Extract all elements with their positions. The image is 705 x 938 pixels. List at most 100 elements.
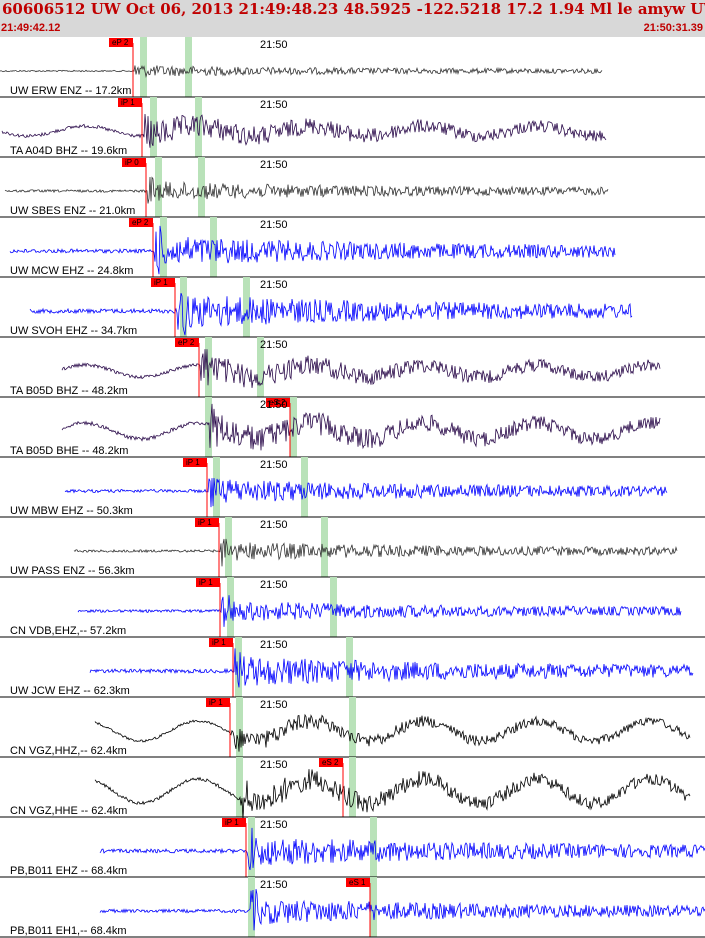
- trace-row[interactable]: iP 1 21:50 TA A04D BHZ -- 19.6km: [0, 97, 705, 158]
- trace-row[interactable]: eP 2 21:50 UW MCW EHZ -- 24.8km: [0, 217, 705, 278]
- p-window-band: [205, 397, 212, 457]
- trace-row[interactable]: iP 1 21:50 UW JCW EHZ -- 62.3km: [0, 637, 705, 698]
- waveform: [77, 595, 682, 627]
- s-window-band: [210, 217, 217, 277]
- pick-flag[interactable]: [118, 98, 142, 107]
- waveform: [89, 648, 694, 688]
- s-window-band: [301, 457, 308, 517]
- pick-flag[interactable]: [209, 638, 233, 647]
- pick-flag[interactable]: [196, 578, 220, 587]
- pick-flag[interactable]: [151, 278, 175, 287]
- pick-flag[interactable]: [175, 338, 199, 347]
- pick-label: eS 2: [269, 398, 286, 407]
- waveform: [64, 477, 668, 508]
- waveform: [9, 225, 616, 275]
- trace-row[interactable]: eP 2 21:50 UW ERW ENZ -- 17.2km: [0, 37, 705, 98]
- s-window-band: [330, 577, 337, 637]
- pick-flag[interactable]: [346, 878, 370, 887]
- trace-row[interactable]: eS 2 21:50 CN VGZ,HHE -- 62.4km: [0, 757, 705, 820]
- trace-row[interactable]: eS 221:50 TA B05D BHE -- 48.2km: [0, 397, 705, 458]
- pick-flag[interactable]: [122, 158, 146, 167]
- pick-label: eS 1: [349, 878, 366, 887]
- station-label: TA A04D BHZ -- 19.6km: [10, 145, 127, 157]
- s-window-band: [321, 517, 328, 577]
- p-window-band: [160, 217, 167, 277]
- time-tick-label: 21:50: [260, 699, 288, 711]
- waveform: [0, 65, 603, 78]
- trace-row[interactable]: iP 1 21:50 UW MBW EHZ -- 50.3km: [0, 457, 705, 518]
- pick-flag[interactable]: [222, 818, 246, 827]
- waveform: [99, 827, 705, 871]
- waveform: [94, 769, 691, 820]
- p-window-band: [225, 517, 232, 577]
- pick-label: eP 2: [132, 218, 149, 227]
- s-window-band: [198, 157, 205, 217]
- pick-label: iP 0: [125, 158, 139, 167]
- trace-row[interactable]: iP 0 21:50 UW SBES ENZ -- 21.0km: [0, 157, 705, 218]
- pick-label: iP 1: [154, 278, 168, 287]
- time-tick-label: 21:50: [260, 99, 288, 111]
- station-label: UW MBW EHZ -- 50.3km: [10, 505, 133, 517]
- pick-label: eP 2: [178, 338, 195, 347]
- time-tick-label: 21:50: [260, 819, 288, 831]
- trace-row[interactable]: iP 1 21:50 PB,B011 EHZ -- 68.4km: [0, 817, 705, 878]
- window-start-time: 21:49:42.12: [1, 22, 61, 34]
- pick-flag[interactable]: [109, 38, 133, 47]
- time-tick-label: 21:50: [260, 759, 288, 771]
- pick-label: iP 1: [121, 98, 135, 107]
- time-tick-label: 21:50: [260, 39, 288, 51]
- s-window-band: [243, 277, 250, 337]
- waveform: [61, 349, 661, 388]
- station-label: PB,B011 EH1,-- 68.4km: [10, 925, 127, 937]
- pick-flag[interactable]: [195, 518, 219, 527]
- pick-label: iP 1: [199, 578, 213, 587]
- pick-flag[interactable]: [183, 458, 207, 467]
- trace-row[interactable]: eS 1 21:50 PB,B011 EH1,-- 68.4km: [0, 877, 705, 938]
- pick-label: iP 1: [212, 638, 226, 647]
- time-tick-label: 21:50: [260, 339, 288, 351]
- station-label: TA B05D BHZ -- 48.2km: [10, 385, 128, 397]
- p-window-band: [236, 697, 243, 757]
- s-window-band: [370, 877, 377, 937]
- pick-flag[interactable]: [206, 698, 230, 707]
- trace-row[interactable]: iP 1 21:50 UW SVOH EHZ -- 34.7km: [0, 277, 705, 338]
- pick-flag[interactable]: [129, 218, 153, 227]
- s-window-band: [257, 337, 264, 397]
- time-tick-label: 21:50: [260, 399, 288, 411]
- waveform: [4, 176, 609, 204]
- pick-label: eP 2: [112, 38, 129, 47]
- station-label: UW PASS ENZ -- 56.3km: [10, 565, 134, 577]
- trace-row[interactable]: iP 1 21:50 CN VDB,EHZ,-- 57.2km: [0, 577, 705, 638]
- time-tick-label: 21:50: [260, 219, 288, 231]
- trace-row[interactable]: iP 1 21:50 CN VGZ,HHZ,-- 62.4km: [0, 697, 705, 758]
- pick-label: iP 1: [225, 818, 239, 827]
- p-window-band: [227, 577, 234, 637]
- p-window-band: [180, 277, 187, 337]
- s-window-band: [349, 697, 356, 757]
- time-tick-label: 21:50: [260, 879, 288, 891]
- time-tick-label: 21:50: [260, 279, 288, 291]
- station-label: CN VGZ,HHZ,-- 62.4km: [10, 745, 127, 757]
- s-window-band: [346, 637, 353, 697]
- trace-row[interactable]: iP 1 21:50 UW PASS ENZ -- 56.3km: [0, 517, 705, 578]
- station-label: UW SBES ENZ -- 21.0km: [10, 205, 135, 217]
- pick-label: iP 1: [198, 518, 212, 527]
- station-label: CN VGZ,HHE -- 62.4km: [10, 805, 127, 817]
- event-header: 60606512 UW Oct 06, 2013 21:49:48.23 48.…: [0, 0, 705, 37]
- trace-row[interactable]: eP 2 21:50 TA B05D BHZ -- 48.2km: [0, 337, 705, 398]
- time-tick-label: 21:50: [260, 579, 288, 591]
- time-tick-label: 21:50: [260, 519, 288, 531]
- station-label: UW SVOH EHZ -- 34.7km: [10, 325, 137, 337]
- waveform: [73, 538, 678, 567]
- p-window-band: [205, 337, 212, 397]
- waveform: [94, 713, 691, 752]
- pick-label: iP 1: [209, 698, 223, 707]
- waveform: [99, 889, 705, 931]
- pick-flag[interactable]: [319, 758, 343, 767]
- time-tick-label: 21:50: [260, 459, 288, 471]
- pick-flag[interactable]: [266, 398, 290, 407]
- station-label: TA B05D BHE -- 48.2km: [10, 445, 128, 457]
- station-label: CN VDB,EHZ,-- 57.2km: [10, 625, 126, 637]
